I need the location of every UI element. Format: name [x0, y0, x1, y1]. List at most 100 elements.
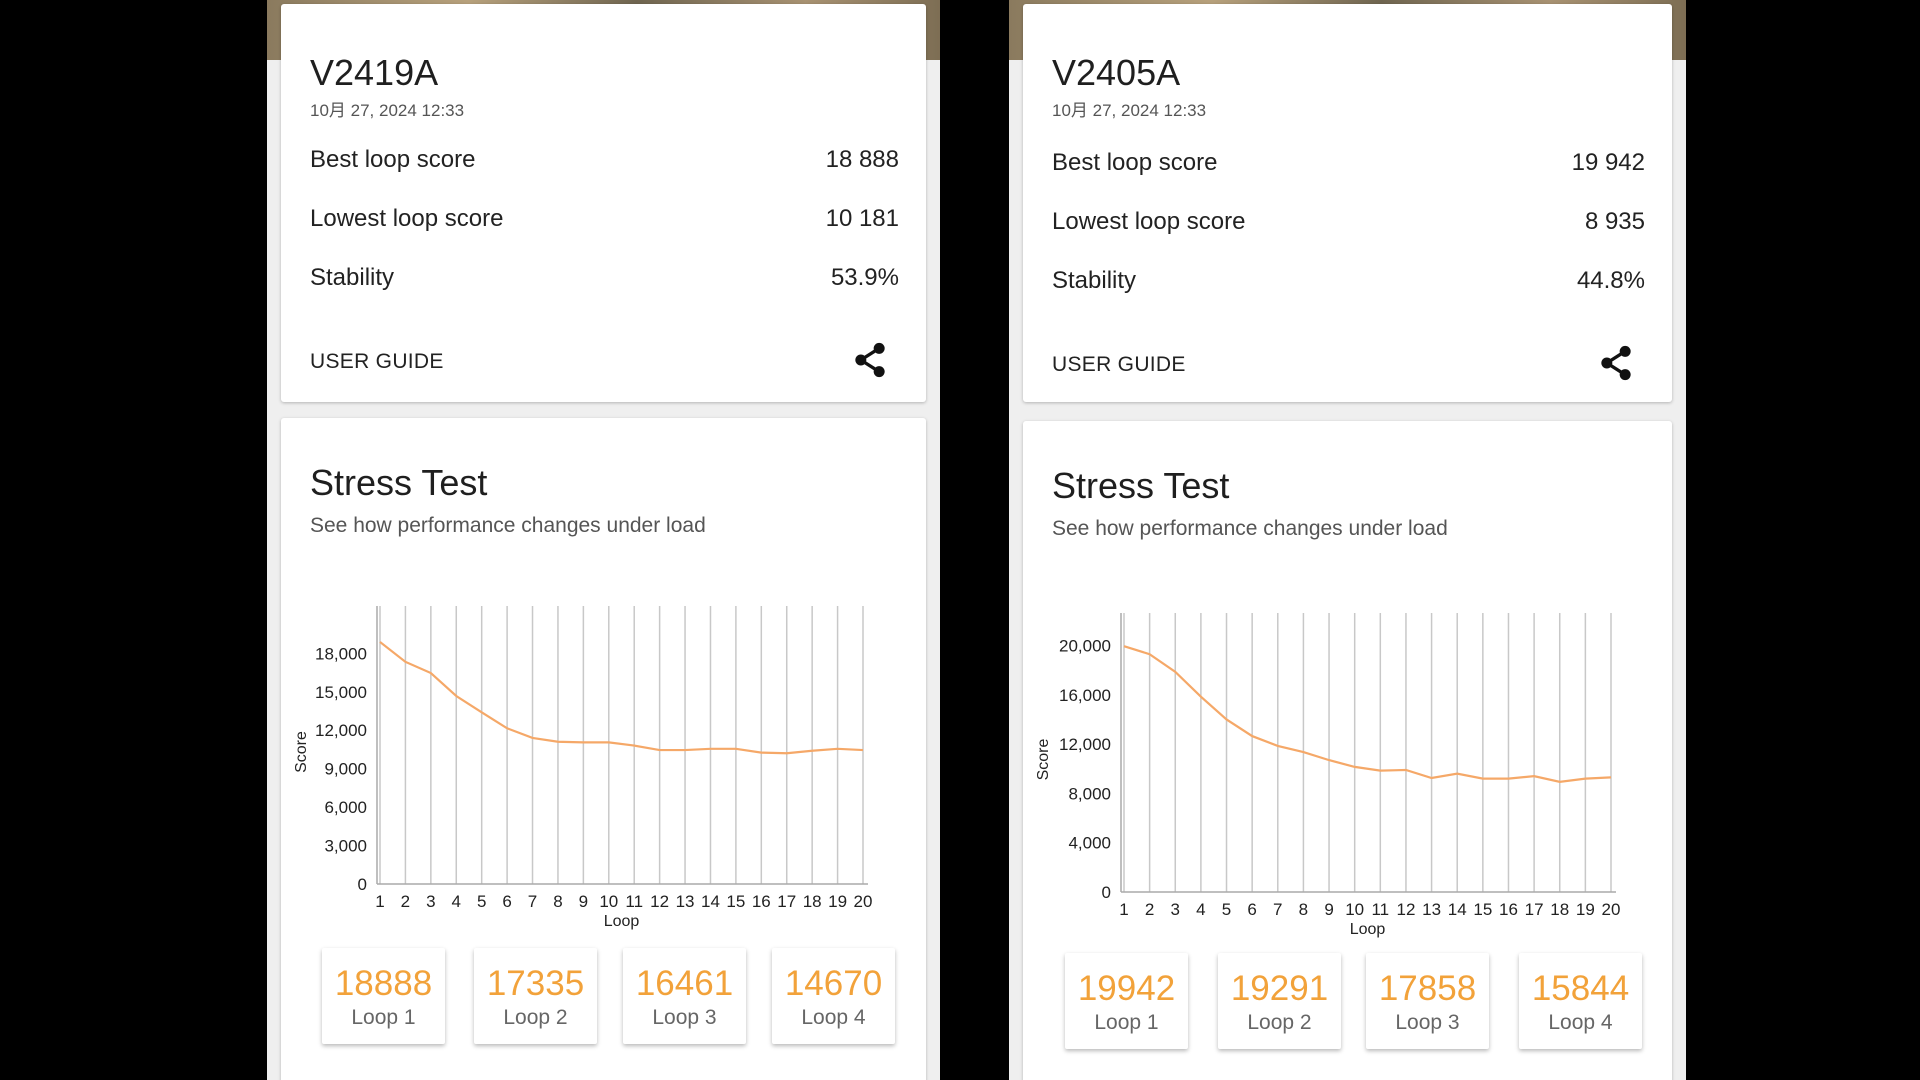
x-tick-label: 18 — [803, 892, 822, 911]
test-date: 10月 27, 2024 12:33 — [310, 101, 465, 120]
y-tick-label: 3,000 — [324, 837, 367, 856]
x-tick-label: 14 — [1448, 900, 1467, 919]
x-tick-label: 5 — [1222, 900, 1231, 919]
x-tick-label: 11 — [1371, 900, 1389, 919]
best-loop-value: 18 888 — [825, 146, 899, 173]
best-loop-label: Best loop score — [310, 146, 476, 173]
x-tick-label: 7 — [528, 892, 537, 911]
x-tick-label: 17 — [777, 892, 796, 911]
x-tick-label: 16 — [1499, 900, 1518, 919]
y-tick-label: 8,000 — [1068, 784, 1111, 803]
y-tick-label: 15,000 — [315, 683, 367, 702]
y-tick-label: 4,000 — [1068, 834, 1111, 853]
best-loop-row: Best loop score 18 888 — [310, 146, 899, 176]
x-tick-label: 9 — [579, 892, 588, 911]
x-tick-label: 14 — [701, 892, 720, 911]
loop-tile-2: 19291 Loop 2 — [1218, 953, 1341, 1049]
y-tick-label: 9,000 — [324, 760, 367, 779]
loop-tile-label: Loop 2 — [1247, 1011, 1312, 1034]
stability-value: 53.9% — [830, 264, 899, 291]
x-tick-label: 1 — [375, 892, 384, 911]
loop-tile-1: 19942 Loop 1 — [1065, 953, 1188, 1049]
y-tick-label: 16,000 — [1059, 686, 1111, 705]
stress-test-subtitle: See how performance changes under load — [310, 514, 706, 537]
x-tick-label: 19 — [1576, 900, 1595, 919]
device-name: V2419A — [310, 52, 439, 93]
share-icon[interactable] — [1596, 343, 1636, 383]
lowest-loop-row: Lowest loop score 10 181 — [310, 205, 899, 235]
x-tick-label: 15 — [726, 892, 745, 911]
x-tick-label: 6 — [1247, 900, 1256, 919]
x-tick-label: 1 — [1119, 900, 1128, 919]
x-axis-label: Loop — [604, 913, 640, 930]
y-tick-label: 18,000 — [315, 644, 367, 663]
stability-row: Stability 44.8% — [1052, 267, 1645, 297]
loop-tile-value: 19291 — [1230, 969, 1329, 1008]
x-tick-label: 20 — [1602, 900, 1621, 919]
score-line — [379, 641, 864, 755]
x-tick-label: 7 — [1273, 900, 1282, 919]
loop-tile-value: 18888 — [334, 964, 433, 1003]
stability-row: Stability 53.9% — [310, 264, 899, 294]
loop-tile-2: 17335 Loop 2 — [474, 948, 597, 1044]
loop-tile-label: Loop 3 — [652, 1006, 717, 1029]
left-phone-screen: V2419A 10月 27, 2024 12:33 Best loop scor… — [267, 0, 940, 1080]
y-tick-label: 0 — [358, 875, 367, 894]
x-tick-label: 12 — [650, 892, 669, 911]
loop-tile-4: 14670 Loop 4 — [772, 948, 895, 1044]
y-axis-label: Score — [293, 731, 310, 773]
best-loop-value: 19 942 — [1571, 149, 1645, 176]
x-tick-label: 4 — [1196, 900, 1205, 919]
x-tick-label: 20 — [854, 892, 873, 911]
x-tick-label: 12 — [1396, 900, 1415, 919]
user-guide-link[interactable]: USER GUIDE — [1052, 353, 1186, 376]
loop-tile-label: Loop 2 — [503, 1006, 568, 1029]
loop-tile-3: 17858 Loop 3 — [1366, 953, 1489, 1049]
x-tick-label: 18 — [1550, 900, 1569, 919]
x-tick-label: 10 — [1345, 900, 1364, 919]
loop-tile-value: 16461 — [635, 964, 734, 1003]
best-loop-label: Best loop score — [1052, 149, 1218, 176]
y-tick-label: 20,000 — [1059, 636, 1111, 655]
loop-tile-value: 19942 — [1077, 969, 1176, 1008]
test-date: 10月 27, 2024 12:33 — [1052, 101, 1207, 120]
x-tick-label: 13 — [1422, 900, 1441, 919]
loop-tile-label: Loop 3 — [1395, 1011, 1460, 1034]
lowest-loop-value: 10 181 — [825, 205, 899, 232]
x-tick-label: 13 — [676, 892, 695, 911]
loop-tile-value: 14670 — [784, 964, 883, 1003]
stability-label: Stability — [1052, 267, 1137, 294]
loop-tile-1: 18888 Loop 1 — [322, 948, 445, 1044]
x-tick-label: 15 — [1473, 900, 1492, 919]
user-guide-link[interactable]: USER GUIDE — [310, 350, 444, 373]
result-card: V2405A 10月 27, 2024 12:33 Best loop scor… — [1023, 4, 1672, 402]
x-tick-label: 10 — [599, 892, 618, 911]
loop-tile-value: 15844 — [1531, 969, 1630, 1008]
x-tick-label: 2 — [1145, 900, 1154, 919]
x-tick-label: 16 — [752, 892, 771, 911]
lowest-loop-label: Lowest loop score — [310, 205, 504, 232]
best-loop-row: Best loop score 19 942 — [1052, 149, 1645, 179]
y-axis-label: Score — [1035, 739, 1052, 781]
x-tick-label: 3 — [426, 892, 435, 911]
y-tick-label: 0 — [1102, 883, 1111, 902]
loop-tile-3: 16461 Loop 3 — [623, 948, 746, 1044]
y-tick-label: 12,000 — [1059, 735, 1111, 754]
x-tick-label: 8 — [553, 892, 562, 911]
score-line — [1123, 645, 1612, 783]
lowest-loop-value: 8 935 — [1584, 208, 1645, 235]
share-icon[interactable] — [850, 340, 890, 380]
x-tick-label: 6 — [502, 892, 511, 911]
x-tick-label: 5 — [477, 892, 486, 911]
stability-value: 44.8% — [1576, 267, 1645, 294]
right-phone-screen: V2405A 10月 27, 2024 12:33 Best loop scor… — [1009, 0, 1686, 1080]
x-tick-label: 9 — [1324, 900, 1333, 919]
result-card: V2419A 10月 27, 2024 12:33 Best loop scor… — [281, 4, 926, 402]
stability-label: Stability — [310, 264, 395, 291]
x-axis-label: Loop — [1350, 921, 1386, 938]
loop-tile-label: Loop 1 — [351, 1006, 416, 1029]
stress-test-card: Stress Test See how performance changes … — [281, 418, 926, 1080]
loop-tile-label: Loop 4 — [801, 1006, 866, 1029]
